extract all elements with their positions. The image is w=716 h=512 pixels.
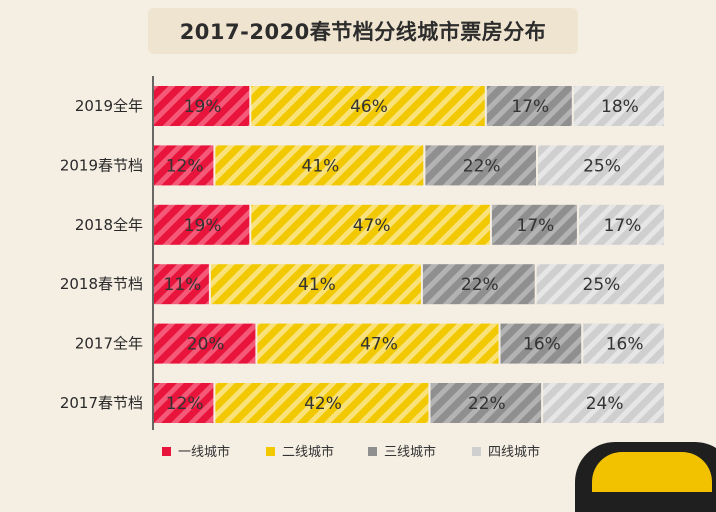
data-label: 22% [463,156,501,176]
data-label: 42% [304,394,342,414]
category-label: 2018全年 [75,216,143,234]
bar-segment [430,383,542,423]
bar-segment [154,145,214,186]
data-label: 47% [353,216,391,236]
data-label: 47% [360,335,398,355]
data-label: 12% [166,394,204,414]
data-label: 41% [302,156,340,176]
legend-swatch [162,447,171,456]
category-labels: 2019全年 2019春节档 2018全年 2018春节档 2017全年 2017春节档 [60,97,143,412]
data-label: 19% [184,97,222,117]
bar-segment [154,86,250,126]
bar-segment [500,323,582,364]
legend-item: 四线城市 [472,444,540,460]
bar-segment [251,204,490,245]
legend-item: 三线城市 [368,444,436,460]
bar-segment [579,204,664,245]
bar-segment [425,145,536,186]
legend-label: 四线城市 [488,444,540,460]
data-label: 11% [164,275,202,295]
bar-segment [215,145,424,186]
legend-item: 二线城市 [266,444,334,460]
category-label: 2017春节档 [60,394,143,412]
bar-segment [422,264,535,305]
bar-segment [538,145,664,186]
legend-item: 一线城市 [162,444,230,460]
data-label: 46% [350,97,388,117]
bar-segment [491,204,577,245]
category-label: 2017全年 [75,335,143,353]
data-label: 16% [523,335,561,355]
data-label: 12% [166,156,204,176]
data-label: 22% [468,394,506,414]
data-label: 16% [606,335,644,355]
category-label: 2019全年 [75,97,143,115]
bar-segment [154,383,214,423]
bar-segment [154,264,209,305]
bar-segment [543,383,664,423]
category-label: 2018春节档 [60,275,143,293]
chart-title: 2017-2020春节档分线城市票房分布 [179,20,547,44]
bar-segment [486,86,572,126]
bar-segment [154,323,256,364]
data-label: 17% [517,216,555,236]
stacked-bar-chart: 19% 46% 17% 18% 12% 41% 22% 25% 19% 47% 17% 17% 11% 4… [60,76,664,460]
legend-swatch [368,447,377,456]
legend: 一线城市 二线城市 三线城市 四线城市 [162,444,540,460]
bar-segment [583,323,664,364]
bar-segment [257,323,499,364]
data-label: 17% [511,97,549,117]
legend-swatch [472,447,481,456]
bar-segment [210,264,421,305]
legend-label: 三线城市 [384,444,436,460]
data-label: 18% [601,97,639,117]
category-label: 2019春节档 [60,156,143,174]
bar-segment [573,86,664,126]
title-band [148,8,578,54]
corner-decoration-inner [592,452,712,492]
bar-segment [154,204,250,245]
data-label: 20% [187,335,225,355]
data-label: 41% [298,275,336,295]
data-label: 25% [583,275,621,295]
data-label: 24% [586,394,624,414]
data-label: 17% [604,216,642,236]
data-label: 19% [184,216,222,236]
legend-label: 一线城市 [178,444,230,460]
bar-segment [251,86,485,126]
bars-group: 19% 46% 17% 18% 12% 41% 22% 25% 19% 47% 17% 17% 11% 4… [154,86,664,423]
legend-label: 二线城市 [282,444,334,460]
legend-swatch [266,447,275,456]
bar-segment [215,383,429,423]
data-label: 25% [583,156,621,176]
data-label: 22% [461,275,499,295]
bar-segment [536,264,664,305]
